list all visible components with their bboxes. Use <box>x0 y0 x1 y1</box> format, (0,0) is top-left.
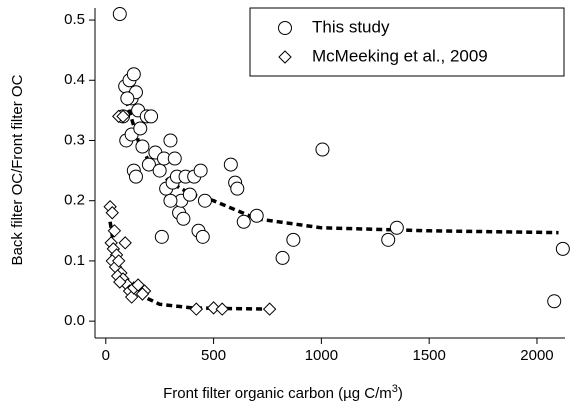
legend-marker <box>278 50 292 64</box>
point <box>547 294 562 309</box>
legend-label: McMeeking et al., 2009 <box>312 46 488 65</box>
point <box>141 157 156 172</box>
point <box>167 151 182 166</box>
point <box>128 169 143 184</box>
point <box>275 250 290 265</box>
point <box>206 301 221 315</box>
point <box>105 206 119 220</box>
point <box>189 302 204 316</box>
point <box>152 163 167 178</box>
x-axis-label: Front filter organic carbon (µg C/m3) <box>163 383 403 402</box>
point <box>126 67 141 82</box>
x-label-end: ) <box>398 385 403 402</box>
y-tick-label: 0.2 <box>64 192 85 209</box>
point <box>144 109 159 124</box>
point <box>124 290 139 304</box>
point <box>163 193 178 208</box>
y-tick-label: 0.1 <box>64 252 85 269</box>
point <box>113 275 127 289</box>
x-label-main: Front filter organic carbon (µg C/m <box>163 385 392 402</box>
point <box>112 254 126 268</box>
point <box>223 157 238 172</box>
point <box>176 211 191 226</box>
x-tick-label: 500 <box>201 347 226 364</box>
point <box>286 232 301 247</box>
point <box>381 232 396 247</box>
fit-curve <box>121 79 559 235</box>
point <box>215 302 229 316</box>
point <box>120 91 135 106</box>
y-tick-label: 0.0 <box>64 312 85 329</box>
y-axis-label: Back filter OC/Front filter OC <box>9 74 26 265</box>
point <box>193 163 208 178</box>
point <box>195 229 210 244</box>
point <box>116 109 130 124</box>
x-tick-label: 1000 <box>305 347 338 364</box>
point <box>249 208 264 223</box>
point <box>107 224 122 238</box>
y-tick-label: 0.5 <box>64 11 85 28</box>
point <box>154 229 169 244</box>
point <box>197 193 212 208</box>
point <box>135 287 150 301</box>
y-tick-label: 0.4 <box>64 71 85 88</box>
point <box>112 7 127 22</box>
point <box>118 236 132 250</box>
legend-marker <box>278 21 292 35</box>
point <box>135 139 150 154</box>
point <box>133 121 148 136</box>
legend-box <box>249 7 565 77</box>
x-tick-label: 2000 <box>520 347 553 364</box>
x-label-sup: 3 <box>392 383 398 395</box>
x-tick-label: 0 <box>102 347 110 364</box>
point <box>182 187 197 202</box>
point <box>230 181 245 196</box>
point <box>389 220 404 235</box>
legend-label: This study <box>312 17 390 36</box>
point <box>262 302 277 316</box>
point <box>236 214 251 229</box>
point <box>315 142 330 157</box>
point <box>163 133 178 148</box>
point <box>555 241 570 256</box>
x-tick-label: 1500 <box>412 347 445 364</box>
y-tick-label: 0.3 <box>64 131 85 148</box>
